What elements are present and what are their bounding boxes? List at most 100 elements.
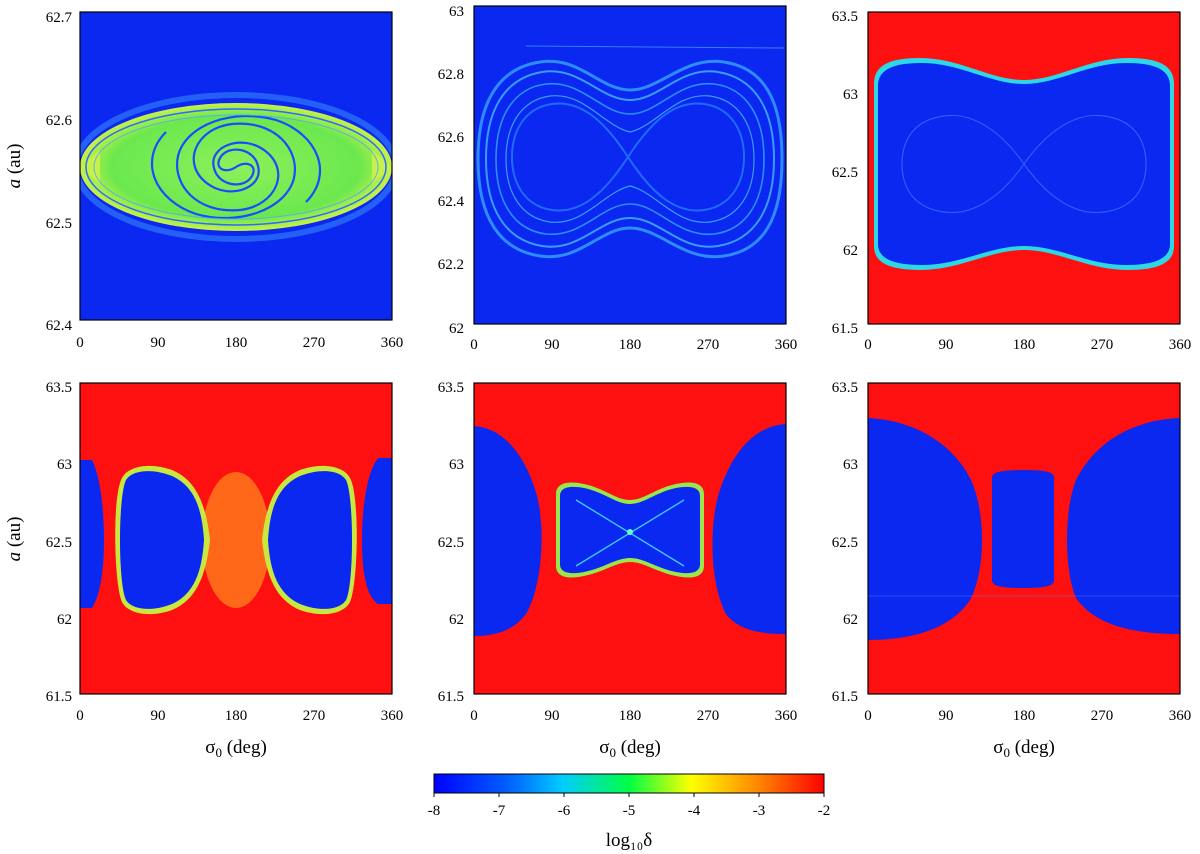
x-tick-label: 270 [1091, 708, 1114, 724]
x-axis-title: σ0 (deg) [205, 737, 267, 760]
y-axis: 61.5 62 62.5 63 63.5 [832, 9, 858, 337]
x-tick-label: 180 [1013, 337, 1036, 353]
y-tick-label: 61.5 [46, 689, 72, 705]
panel-top-middle: 0 90 180 270 360 62 62.2 62.4 62.6 62.8 … [438, 4, 798, 353]
y-tick-label: 62.5 [46, 216, 72, 232]
colorbar-gradient [433, 773, 825, 794]
separatrix-band [505, 95, 755, 223]
x-tick-label: 180 [1013, 708, 1036, 724]
x-tick-label: 270 [1091, 337, 1114, 353]
y-tick-label: 61.5 [832, 689, 858, 705]
faint-separatrix [901, 114, 1147, 214]
y-tick-label: 63 [57, 457, 72, 473]
plot-frame [473, 382, 787, 695]
y-tick-label: 62.5 [832, 535, 858, 551]
x-tick-label: 360 [1169, 708, 1192, 724]
x-tick-label: 270 [303, 708, 326, 724]
y-tick-label: 62.5 [832, 165, 858, 181]
x-tick-label: 0 [864, 708, 872, 724]
y-tick-label: 63 [843, 87, 858, 103]
y-tick-label: 62.5 [46, 535, 72, 551]
spiral-arms [150, 114, 322, 220]
x-axis: 0 90 180 270 360 [470, 708, 797, 724]
x-tick-label: 180 [225, 335, 248, 351]
x-tick-label: 180 [619, 708, 642, 724]
x-tick-label: 90 [151, 708, 166, 724]
separatrix-band [484, 70, 776, 248]
resonance-island-halo [80, 92, 392, 242]
colorbar-tick-label: -4 [688, 803, 701, 819]
colorbar-label: log₁₀δ [606, 830, 653, 851]
x-tick-label: 360 [1169, 337, 1192, 353]
y-tick-label: 63.5 [832, 9, 858, 25]
x-tick-label: 0 [470, 708, 478, 724]
colorbar-tick-label: -6 [558, 803, 571, 819]
x-tick-label: 0 [470, 337, 478, 353]
x-tick-label: 90 [545, 337, 560, 353]
x-tick-label: 360 [775, 708, 798, 724]
colorbar-tick-label: -2 [818, 803, 831, 819]
panel-bottom-right: 0 90 180 270 360 61.5 62 62.5 63 63.5 σ0… [832, 380, 1192, 760]
x-tick-label: 0 [76, 335, 84, 351]
x-axis-title: σ0 (deg) [993, 737, 1055, 760]
y-tick-label: 62.4 [438, 194, 465, 210]
y-tick-label: 63 [449, 4, 464, 20]
y-axis: 62 62.2 62.4 62.6 62.8 63 [438, 4, 465, 337]
x-axis: 0 90 180 270 360 [864, 337, 1191, 353]
x-axis: 0 90 180 270 360 [76, 335, 403, 351]
stable-island-center [992, 470, 1054, 588]
x-tick-label: 360 [381, 708, 404, 724]
colorbar-tick-label: -7 [493, 803, 506, 819]
y-tick-label: 62 [843, 612, 858, 628]
stable-island-left [474, 426, 542, 636]
y-tick-label: 62 [449, 612, 464, 628]
y-tick-label: 63 [843, 457, 858, 473]
y-tick-label: 62.4 [46, 318, 73, 334]
x-point [627, 529, 633, 535]
x-tick-label: 90 [939, 708, 954, 724]
x-tick-label: 180 [225, 708, 248, 724]
panel-top-right: 0 90 180 270 360 61.5 62 62.5 63 63.5 [832, 9, 1192, 353]
stable-island-edge-left [80, 460, 104, 608]
x-tick-label: 360 [381, 335, 404, 351]
y-tick-label: 61.5 [832, 321, 858, 337]
colorbar-tick-label: -3 [753, 803, 766, 819]
y-tick-label: 62.8 [438, 67, 464, 83]
island-tip-right [372, 150, 392, 184]
heatmap-background [474, 6, 786, 324]
y-axis: 62.4 62.5 62.6 62.7 [46, 10, 73, 334]
plot-frame [473, 5, 787, 325]
y-tick-label: 63.5 [438, 380, 464, 396]
x-tick-label: 360 [775, 337, 798, 353]
y-tick-label: 63 [449, 457, 464, 473]
plot-frame [867, 382, 1181, 695]
panel-bottom-left: 0 90 180 270 360 61.5 62 62.5 63 63.5 a … [4, 380, 403, 760]
separatrix-ring [85, 108, 387, 226]
x-tick-label: 270 [697, 708, 720, 724]
y-tick-label: 63.5 [46, 380, 72, 396]
y-tick-label: 63.5 [832, 380, 858, 396]
y-tick-label: 62 [449, 321, 464, 337]
x-tick-label: 90 [151, 335, 166, 351]
y-axis: 61.5 62 62.5 63 63.5 [438, 380, 464, 705]
y-axis-title: a (au) [4, 517, 25, 562]
plot-frame [79, 11, 393, 321]
separatrix-band [495, 82, 765, 236]
y-tick-label: 62.7 [46, 10, 73, 26]
y-axis: 61.5 62 62.5 63 63.5 [832, 380, 858, 705]
x-axis: 0 90 180 270 360 [76, 708, 403, 724]
colorbar-ticks [433, 793, 825, 797]
x-tick-label: 90 [939, 337, 954, 353]
colorbar-tick-label: -5 [623, 803, 636, 819]
x-axis-title: σ0 (deg) [599, 737, 661, 760]
y-axis: 61.5 62 62.5 63 63.5 [46, 380, 72, 705]
stable-island-edge-right [362, 458, 392, 604]
stable-island-right [1067, 418, 1180, 634]
x-tick-label: 0 [76, 708, 84, 724]
thin-line [525, 45, 785, 49]
colorbar: -8 -7 -6 -5 -4 -3 -2 log₁₀δ [428, 773, 831, 851]
colorbar-tick-labels: -8 -7 -6 -5 -4 -3 -2 [428, 803, 831, 819]
plot-frame [79, 382, 393, 695]
y-axis-title: a (au) [4, 144, 25, 189]
